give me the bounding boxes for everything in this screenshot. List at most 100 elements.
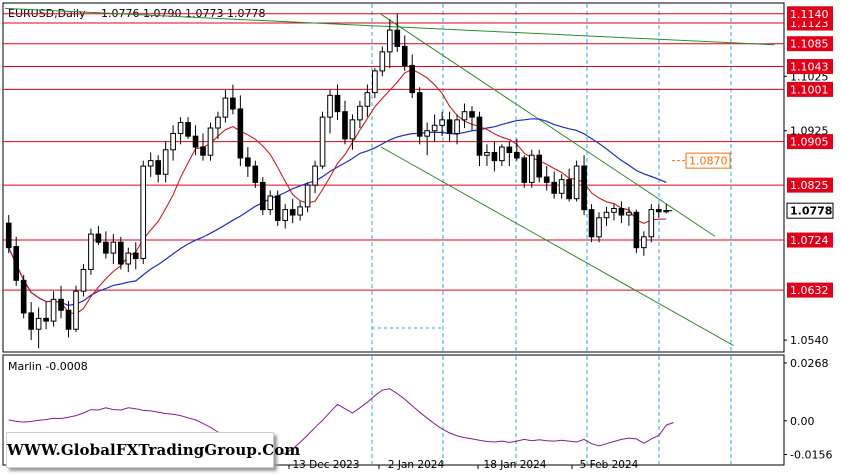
candle-67 (506, 141, 513, 167)
candle-body-bear (192, 135, 199, 148)
level-label: 1.0632 (790, 284, 829, 297)
candle-30 (230, 84, 236, 115)
candle-35 (267, 190, 274, 216)
ma-slow-line (8, 118, 667, 307)
candle-body-bear (117, 241, 124, 265)
indicator-tick-label: -0.0156 (790, 448, 832, 461)
candle-53 (401, 35, 408, 71)
candle-body-bull (431, 124, 438, 132)
candle-body-bear (409, 64, 416, 94)
candle-32 (245, 147, 251, 177)
candle-87 (655, 204, 662, 218)
candle-body-bull (73, 290, 79, 330)
candle-body-bull (611, 208, 617, 213)
level-label: 1.0825 (790, 179, 829, 192)
candle-7 (58, 285, 64, 319)
candles (5, 13, 673, 349)
candle-body-bear (132, 252, 139, 260)
candle-84 (633, 209, 640, 254)
candle-59 (446, 111, 453, 142)
price-tick-label: 1.0925 (790, 125, 829, 138)
level-label: 1.1085 (790, 38, 829, 51)
candle-body-bull (603, 211, 610, 219)
candle-41 (312, 160, 318, 194)
candle-body-bull (162, 149, 169, 175)
indicator-title: Marlin -0.0008 (8, 360, 88, 373)
marlin-line (8, 388, 674, 456)
candle-body-bear (200, 146, 206, 156)
candle-body-bull (50, 298, 57, 322)
candle-body-bear (259, 181, 266, 211)
candle-body-bear (43, 317, 49, 322)
time-axis: 13 Dec 2023 2 Jan 2024 18 Jan 2024 5 Feb 20… (288, 459, 639, 471)
candle-12 (95, 225, 102, 245)
candle-body-bull (80, 268, 87, 292)
trendline-2 (380, 146, 734, 346)
candle-body-bear (476, 116, 483, 156)
candle-body-bear (245, 157, 251, 167)
level-label-box (787, 232, 833, 248)
candle-body-bull (454, 119, 460, 134)
candle-74 (558, 174, 565, 199)
candle-4 (35, 307, 42, 349)
candle-45 (342, 100, 348, 145)
candle-body-bear (155, 160, 161, 175)
candle-42 (319, 111, 326, 169)
candle-body-bear (655, 209, 662, 213)
candle-51 (386, 19, 393, 69)
time-tick-label: 5 Feb 2024 (580, 459, 639, 471)
candle-55 (416, 87, 423, 145)
candle-63 (476, 111, 483, 167)
candle-28 (215, 111, 221, 139)
candle-39 (297, 201, 303, 221)
candle-9 (73, 285, 79, 332)
level-label-box (787, 59, 833, 75)
candle-body-bear (342, 111, 348, 140)
candle-body-bear (581, 165, 587, 211)
candle-body-bear (185, 122, 191, 137)
candle-76 (573, 160, 580, 202)
candle-13 (103, 231, 109, 259)
current-price-box (786, 202, 834, 219)
candle-body-bull (364, 92, 371, 107)
candle-body-bull (499, 146, 505, 162)
watermark-banner: WWW.GlobalFXTradingGroup.Com (6, 432, 300, 468)
candle-body-bear (274, 195, 281, 221)
candle-72 (543, 166, 550, 191)
time-separators (371, 4, 732, 464)
candle-body-bear (20, 279, 27, 314)
candle-body-bull (282, 209, 289, 221)
candle-body-bear (566, 179, 572, 200)
candle-body-bull (88, 233, 94, 270)
candle-40 (304, 182, 311, 213)
candle-body-bear (491, 151, 498, 162)
candle-body-bull (379, 51, 386, 72)
time-tick-label: 2 Jan 2024 (388, 459, 445, 471)
candle-body-bull (596, 217, 602, 238)
candle-71 (536, 149, 543, 183)
support-resistance-levels (3, 13, 784, 291)
candle-17 (132, 242, 139, 270)
candle-77 (581, 155, 587, 216)
candle-25 (192, 125, 199, 156)
candle-body-bull (140, 165, 147, 260)
trendline-1 (380, 13, 716, 237)
candle-body-bear (551, 181, 558, 194)
indicator-tick-label: 0.0268 (790, 357, 829, 370)
candle-body-bull (372, 70, 378, 94)
candle-body-bull (267, 195, 274, 211)
candle-body-bull (461, 111, 468, 121)
candle-38 (289, 198, 296, 224)
indicator-tick-label: 0.00 (790, 415, 815, 428)
candle-body-bull (222, 97, 229, 118)
candle-79 (596, 212, 602, 243)
moving-averages (8, 68, 667, 315)
candle-10 (80, 263, 87, 297)
candle-body-bear (230, 97, 236, 110)
candle-body-bear (536, 154, 543, 178)
candle-5 (43, 302, 49, 330)
candle-body-bull (312, 165, 318, 186)
candle-24 (185, 117, 191, 139)
candle-body-bull (641, 236, 647, 249)
